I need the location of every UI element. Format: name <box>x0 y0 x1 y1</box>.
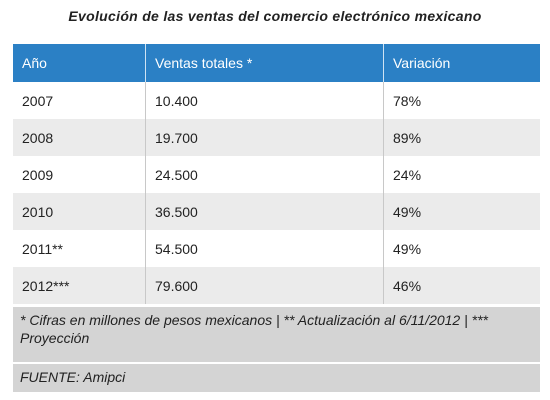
table-cell: 54.500 <box>145 230 383 267</box>
table-cell: 2007 <box>22 92 54 109</box>
table-cell: 36.500 <box>145 193 383 230</box>
table-cell: 49% <box>383 193 540 230</box>
table-row: 2012*** 79.600 46% <box>13 267 540 304</box>
table-cell: 2012*** <box>22 277 70 294</box>
table-cell: 46% <box>383 267 540 304</box>
table-cell: 78% <box>383 82 540 119</box>
table-row: 2011** 54.500 49% <box>13 230 540 267</box>
header-cell: Año <box>22 55 47 71</box>
table-row: 2010 36.500 49% <box>13 193 540 230</box>
table-cell: 2009 <box>22 166 54 183</box>
table-cell: 79.600 <box>145 267 383 304</box>
table-cell: 19.700 <box>145 119 383 156</box>
source: FUENTE: Amipci <box>13 364 540 392</box>
table-cell: 24.500 <box>145 156 383 193</box>
table-row: 2009 24.500 24% <box>13 156 540 193</box>
notes: * Cifras en millones de pesos mexicanos … <box>13 307 540 362</box>
header-cell: Ventas totales * <box>145 44 383 82</box>
table-row: 2007 10.400 78% <box>13 82 540 119</box>
table: Año Ventas totales * Variación 2007 10.40… <box>13 44 540 304</box>
table-cell: 2008 <box>22 129 54 146</box>
table-row: 2008 19.700 89% <box>13 119 540 156</box>
table-cell: 10.400 <box>145 82 383 119</box>
table-cell: 89% <box>383 119 540 156</box>
table-cell: 49% <box>383 230 540 267</box>
table-cell: 24% <box>383 156 540 193</box>
header-row: Año Ventas totales * Variación <box>13 44 540 82</box>
title: Evolución de las ventas del comercio ele… <box>68 8 482 24</box>
header-cell: Variación <box>383 44 540 82</box>
table-cell: 2011** <box>22 240 64 257</box>
table-cell: 2010 <box>22 203 54 220</box>
